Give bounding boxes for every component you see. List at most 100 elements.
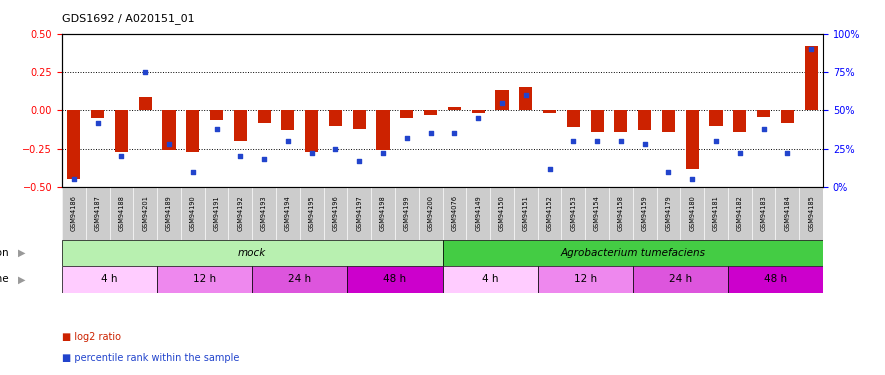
Text: GDS1692 / A020151_01: GDS1692 / A020151_01 (62, 13, 195, 24)
Bar (442, 240, 823, 266)
Text: GSM94200: GSM94200 (427, 195, 434, 231)
Text: GSM94182: GSM94182 (737, 195, 743, 231)
Text: GSM94153: GSM94153 (570, 196, 576, 231)
Text: GSM94183: GSM94183 (760, 196, 766, 231)
Text: GSM94195: GSM94195 (309, 196, 315, 231)
Point (376, 150, 390, 156)
Text: ■ percentile rank within the sample: ■ percentile rank within the sample (62, 353, 239, 363)
Text: mock: mock (238, 248, 266, 258)
Point (114, 153, 128, 159)
Text: GSM94188: GSM94188 (119, 195, 125, 231)
Bar (472, 110, 485, 114)
Point (495, 100, 509, 106)
Point (447, 130, 461, 136)
Bar (376, 110, 389, 150)
Text: GSM94076: GSM94076 (451, 195, 458, 231)
Text: GSM94180: GSM94180 (689, 195, 696, 231)
Text: 12 h: 12 h (573, 274, 596, 284)
Point (138, 69, 152, 75)
Text: GSM94186: GSM94186 (71, 195, 77, 231)
Text: ▶: ▶ (18, 248, 25, 258)
Text: GSM94192: GSM94192 (237, 196, 243, 231)
Text: infection: infection (0, 248, 9, 258)
Text: GSM94197: GSM94197 (357, 196, 362, 231)
Text: time: time (0, 274, 9, 284)
Bar (62, 266, 158, 292)
Point (781, 150, 795, 156)
Bar (804, 46, 818, 110)
Text: ▶: ▶ (18, 274, 25, 284)
Text: GSM94149: GSM94149 (475, 196, 481, 231)
Bar (633, 266, 728, 292)
Bar (62, 240, 442, 266)
Bar (590, 110, 604, 132)
Bar (686, 110, 699, 169)
Point (519, 92, 533, 98)
Text: GSM94150: GSM94150 (499, 195, 505, 231)
Bar (662, 110, 675, 132)
Text: ■ log2 ratio: ■ log2 ratio (62, 333, 121, 342)
Bar (158, 266, 252, 292)
Bar (252, 266, 348, 292)
Bar (424, 110, 437, 115)
Point (661, 169, 675, 175)
Text: GSM94159: GSM94159 (642, 196, 648, 231)
Text: GSM94184: GSM94184 (784, 195, 790, 231)
Bar (442, 266, 538, 292)
Point (400, 135, 414, 141)
Point (281, 138, 295, 144)
Bar (400, 110, 413, 118)
Text: GSM94199: GSM94199 (404, 196, 410, 231)
Text: GSM94151: GSM94151 (523, 196, 528, 231)
Bar (115, 110, 128, 152)
Text: GSM94190: GSM94190 (189, 196, 196, 231)
Bar (638, 110, 651, 130)
Bar (543, 110, 556, 114)
Point (328, 146, 342, 152)
Bar (163, 110, 175, 150)
Bar (448, 107, 461, 110)
Point (709, 138, 723, 144)
Text: GSM94152: GSM94152 (547, 195, 552, 231)
Point (757, 126, 771, 132)
Bar (734, 110, 746, 132)
Text: GSM94179: GSM94179 (666, 196, 672, 231)
Text: Agrobacterium tumefaciens: Agrobacterium tumefaciens (560, 248, 705, 258)
Bar (781, 110, 794, 123)
Point (471, 115, 485, 121)
Bar (728, 266, 823, 292)
Text: 4 h: 4 h (481, 274, 498, 284)
Text: GSM94189: GSM94189 (166, 196, 172, 231)
Text: 24 h: 24 h (289, 274, 312, 284)
Text: GSM94198: GSM94198 (380, 196, 386, 231)
Bar (186, 110, 199, 152)
Bar (496, 90, 509, 110)
Bar (710, 110, 722, 126)
Point (257, 156, 271, 162)
Bar (139, 97, 151, 110)
Point (304, 150, 319, 156)
Point (543, 166, 557, 172)
Point (234, 153, 248, 159)
Point (66, 176, 81, 182)
Text: GSM94187: GSM94187 (95, 195, 101, 231)
Point (90, 120, 104, 126)
Point (733, 150, 747, 156)
Point (685, 176, 699, 182)
Bar (329, 110, 342, 126)
Bar (757, 110, 770, 117)
Bar (281, 110, 295, 130)
Text: GSM94191: GSM94191 (213, 196, 219, 231)
Point (614, 138, 628, 144)
Bar (210, 110, 223, 120)
Point (590, 138, 604, 144)
Text: 4 h: 4 h (101, 274, 118, 284)
Point (162, 141, 176, 147)
Text: GSM94158: GSM94158 (618, 195, 624, 231)
Point (804, 46, 819, 52)
Text: GSM94196: GSM94196 (333, 196, 338, 231)
Bar (258, 110, 271, 123)
Text: 48 h: 48 h (383, 274, 406, 284)
Text: GSM94193: GSM94193 (261, 196, 267, 231)
Point (186, 169, 200, 175)
